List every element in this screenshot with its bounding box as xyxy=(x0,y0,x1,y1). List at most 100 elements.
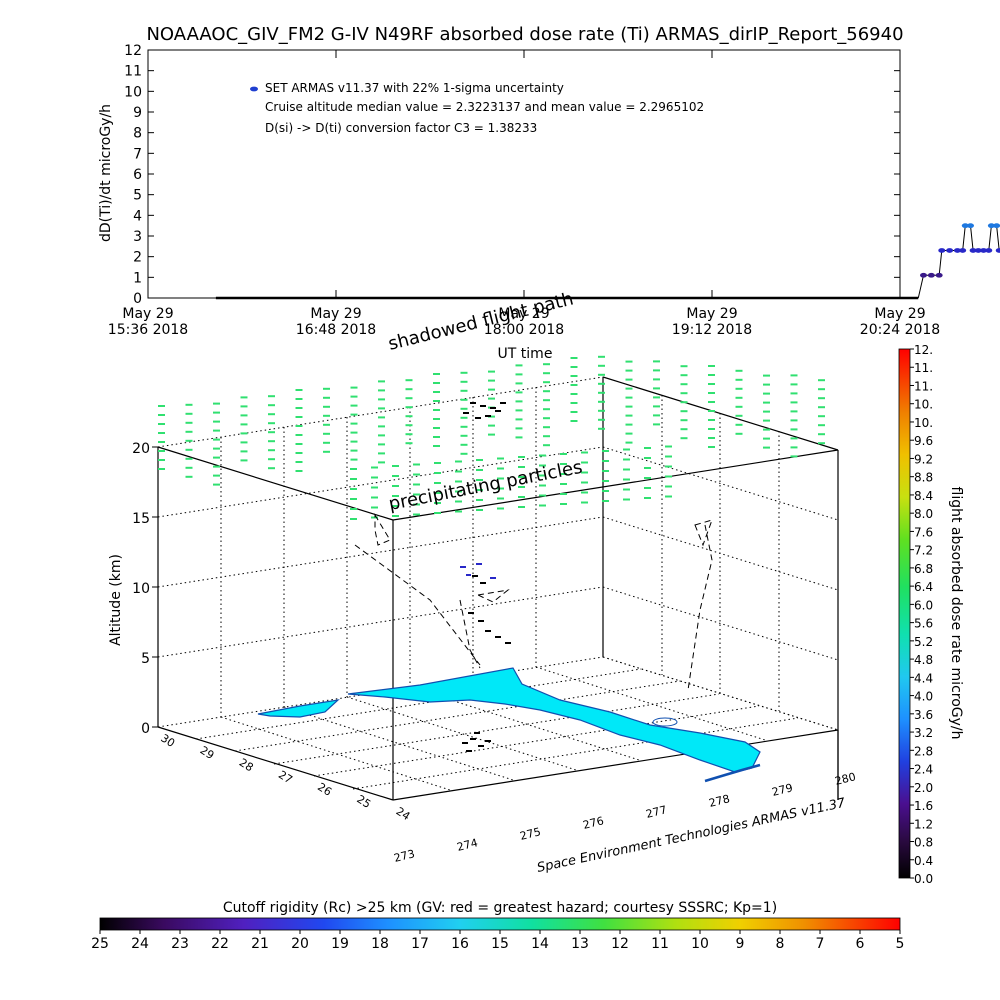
y-tick-label: 9 xyxy=(133,105,142,121)
rc-particle xyxy=(708,401,715,403)
rc-particle xyxy=(405,397,413,400)
rc-particle xyxy=(350,395,358,398)
credit-text: Space Environment Technologies ARMAS v11… xyxy=(536,796,848,876)
rc-particle xyxy=(708,392,715,394)
rc-particle xyxy=(790,428,798,431)
rc-particle xyxy=(602,450,609,452)
rc-particle xyxy=(213,483,220,486)
rc-particle xyxy=(539,474,546,477)
rc-particle xyxy=(350,440,358,443)
rc-particle xyxy=(434,472,441,474)
rc-particle xyxy=(543,435,550,438)
rc-particle xyxy=(378,434,385,437)
rc-particle xyxy=(515,400,523,403)
rc-particle xyxy=(392,495,399,497)
rc-particle xyxy=(625,432,633,435)
florida-keys xyxy=(704,763,761,783)
rc-particle xyxy=(625,405,633,408)
rc-particle xyxy=(323,414,330,417)
rc-particle xyxy=(543,372,550,375)
rc-particle xyxy=(735,432,743,435)
rc-particle xyxy=(763,428,770,431)
rc-particle xyxy=(581,491,588,494)
rc-particle xyxy=(213,420,220,423)
rc-particle xyxy=(350,404,358,407)
dose-colorbar-tick-label: 9.6 xyxy=(914,434,933,448)
rc-particle xyxy=(371,516,378,519)
rc-particle xyxy=(581,461,588,464)
rc-particle xyxy=(763,437,770,440)
dose-rate-point xyxy=(967,223,974,229)
rc-colorbar-tick-label: 12 xyxy=(611,936,629,952)
rc-particle xyxy=(653,360,660,363)
altitude-tick-label: 10 xyxy=(132,581,150,597)
dose-colorbar-tick-label: 10. xyxy=(914,398,933,412)
rc-particle xyxy=(497,467,504,470)
rc-particle xyxy=(295,470,303,472)
latitude-tick-label: 28 xyxy=(237,756,256,774)
legend-marker xyxy=(250,86,258,92)
rc-particle xyxy=(570,384,578,386)
dose-rate-point xyxy=(995,248,1000,253)
rc-colorbar-tick-label: 8 xyxy=(776,936,785,952)
rc-particle xyxy=(295,434,303,436)
rc-particle xyxy=(497,497,504,500)
rc-particle xyxy=(240,450,248,453)
rc-particle xyxy=(392,485,399,487)
rc-particle xyxy=(476,469,483,471)
rc-particle xyxy=(268,404,275,407)
dose-colorbar-label: flight absorbed dose rate microGy/h xyxy=(948,487,964,740)
rc-particle xyxy=(790,410,798,413)
x-tick-time: 20:24 2018 xyxy=(860,322,940,338)
rc-particle xyxy=(378,461,385,464)
rc-particle xyxy=(185,430,193,433)
rc-particle xyxy=(818,379,825,382)
rc-particle xyxy=(455,470,462,473)
rc-colorbar-tick-label: 16 xyxy=(451,936,469,952)
rc-colorbar-tick-label: 7 xyxy=(816,936,825,952)
rc-particle xyxy=(158,432,165,434)
rc-particle xyxy=(158,468,165,470)
x-tick-time: 16:48 2018 xyxy=(296,322,376,338)
rc-particle xyxy=(268,431,275,434)
dose-colorbar-tick-label: 3.6 xyxy=(914,708,933,722)
rc-particle xyxy=(818,388,825,391)
longitude-ticks: 273 274 275 276 277 278 279 280 xyxy=(393,770,858,865)
rc-colorbar-tick-label: 19 xyxy=(331,936,349,952)
rc-particle xyxy=(350,431,358,434)
rc-particle xyxy=(378,452,385,455)
rc-particle xyxy=(378,380,385,383)
rc-particle xyxy=(158,405,165,407)
box-3d-edges xyxy=(157,376,839,801)
dose-rate-point xyxy=(920,272,927,278)
y-tick-label: 3 xyxy=(133,229,142,245)
rc-particle-field xyxy=(158,355,825,520)
rc-particle xyxy=(625,378,633,381)
dose-colorbar-tick-label: 11. xyxy=(914,379,933,393)
y-tick-label: 6 xyxy=(133,167,142,183)
rc-particle xyxy=(350,488,357,490)
rc-particle xyxy=(653,423,660,426)
rc-particle xyxy=(543,399,550,402)
rc-particle xyxy=(350,518,357,520)
dose-colorbar-tick-label: 8.8 xyxy=(914,471,933,485)
rc-particle xyxy=(433,418,440,420)
rc-particle xyxy=(488,379,495,382)
dose-colorbar-tick-label: 11. xyxy=(914,361,933,375)
rc-particle xyxy=(653,396,660,399)
rc-particle xyxy=(295,389,303,391)
dose-rate-point xyxy=(935,272,943,278)
dose-colorbar-tick-label: 5.6 xyxy=(914,617,933,631)
rc-particle xyxy=(818,397,825,400)
rc-particle xyxy=(623,478,630,481)
rc-particle xyxy=(570,393,578,395)
rc-particle xyxy=(213,429,220,432)
rc-particle xyxy=(268,440,275,443)
rc-particle xyxy=(735,423,743,426)
altitude-tick-label: 15 xyxy=(132,511,150,527)
rc-particle xyxy=(644,477,651,479)
rc-particle xyxy=(185,412,193,415)
rc-particle xyxy=(623,498,630,501)
altitude-tick-label: 0 xyxy=(141,721,150,737)
rc-particle xyxy=(735,414,743,417)
